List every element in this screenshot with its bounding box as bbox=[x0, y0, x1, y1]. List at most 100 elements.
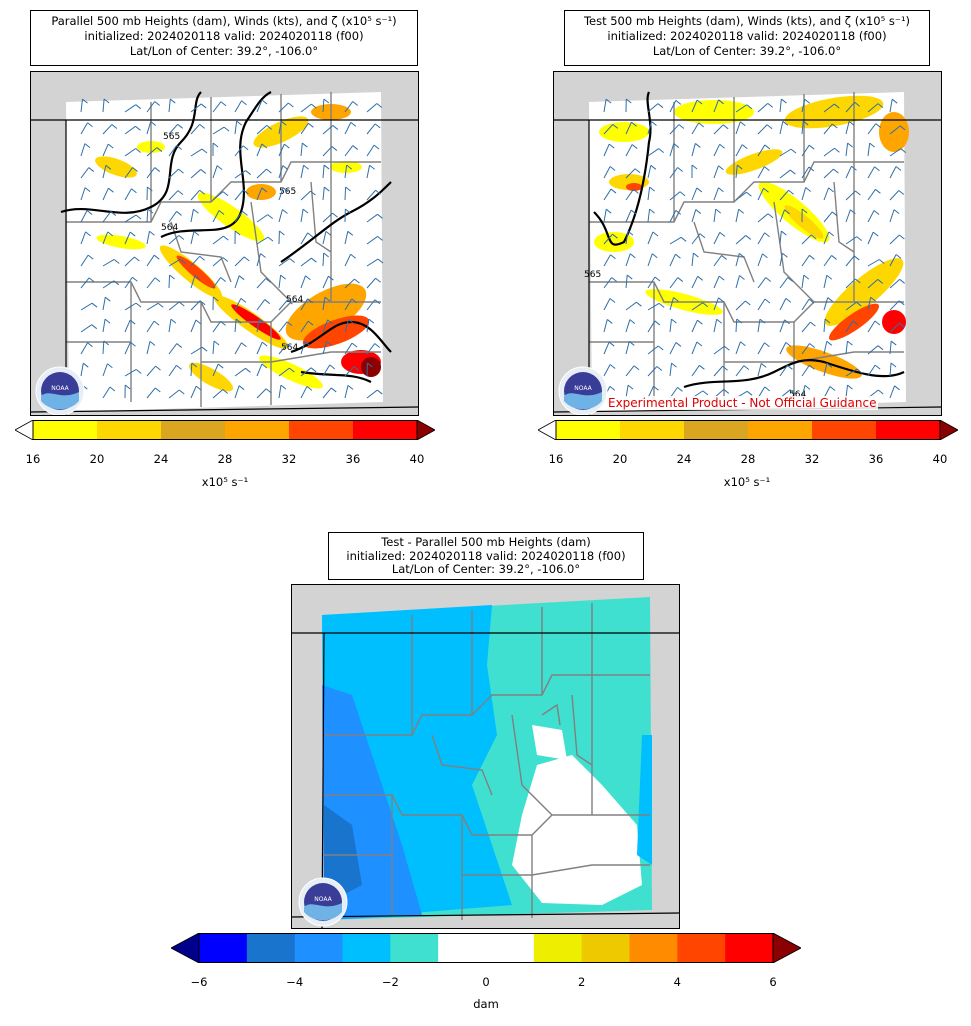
wind-barb bbox=[757, 253, 763, 267]
colorbar-swatch bbox=[556, 420, 621, 440]
colorbar-swatch bbox=[199, 933, 248, 963]
wind-barb bbox=[889, 385, 896, 399]
colorbar-swatch bbox=[225, 420, 290, 440]
wind-barb-flag bbox=[851, 165, 857, 171]
wind-barb bbox=[647, 187, 651, 201]
wind-barb-flag bbox=[218, 210, 225, 215]
wind-barb-flag bbox=[178, 301, 185, 307]
wind-barb-flag bbox=[657, 345, 664, 351]
wind-barb-flag bbox=[787, 277, 794, 282]
wind-barb bbox=[168, 365, 177, 377]
wind-barb bbox=[845, 165, 852, 179]
wind-barb bbox=[234, 367, 246, 377]
wind-barb-flag bbox=[746, 191, 752, 197]
wind-barb bbox=[124, 167, 134, 179]
wind-barb bbox=[344, 319, 350, 333]
wind-barb bbox=[366, 213, 378, 223]
wind-barb bbox=[823, 363, 828, 377]
wind-barb-flag bbox=[802, 120, 809, 126]
wind-barb-flag bbox=[129, 319, 136, 325]
colorbar-tick-label: 32 bbox=[281, 452, 297, 466]
colorbar-tick-label: 20 bbox=[612, 452, 628, 466]
wind-barb bbox=[669, 210, 677, 223]
wind-barb bbox=[647, 253, 653, 267]
wind-barb bbox=[124, 369, 137, 377]
wind-barb-flag bbox=[223, 235, 229, 241]
wind-barb bbox=[603, 319, 608, 333]
wind-barb bbox=[102, 187, 109, 201]
wind-barb-flag bbox=[176, 364, 182, 370]
wind-barb bbox=[823, 275, 828, 289]
wind-barb-flag bbox=[696, 341, 703, 347]
wind-barb bbox=[801, 321, 811, 333]
wind-barb bbox=[366, 103, 378, 113]
wind-barb bbox=[757, 363, 762, 377]
wind-barb bbox=[801, 364, 810, 377]
wind-barb-flag bbox=[890, 362, 897, 368]
wind-barb-flag bbox=[305, 275, 311, 281]
parallel-contour-label: 565 bbox=[163, 132, 180, 142]
wind-barb bbox=[867, 123, 877, 135]
wind-barb-flag bbox=[740, 341, 746, 347]
colorbar-swatch bbox=[486, 933, 535, 963]
wind-barb bbox=[212, 277, 222, 289]
wind-barb-flag bbox=[609, 166, 616, 171]
wind-barb bbox=[823, 297, 829, 311]
wind-barb-flag bbox=[826, 274, 833, 280]
wind-barb-flag bbox=[877, 103, 884, 109]
wind-barb bbox=[889, 278, 901, 289]
wind-barb-flag bbox=[328, 275, 334, 281]
wind-barb-flag bbox=[856, 301, 862, 307]
wind-barb-flag bbox=[367, 362, 373, 368]
wind-barb-flag bbox=[377, 236, 383, 241]
wind-barb-flag bbox=[739, 121, 746, 127]
wind-barb bbox=[102, 363, 108, 377]
test-height-contours bbox=[593, 91, 905, 389]
noaa-logo-text: NOAA bbox=[314, 896, 332, 903]
wind-barb-flag bbox=[267, 214, 274, 220]
wind-barb-flag bbox=[301, 142, 308, 148]
wind-barb bbox=[713, 275, 720, 289]
wind-barb-flag bbox=[609, 298, 616, 303]
wind-barb-flag bbox=[345, 186, 351, 192]
wind-barb bbox=[256, 187, 263, 201]
wind-barb bbox=[256, 319, 260, 333]
wind-barb-flag bbox=[741, 144, 748, 149]
wind-barb-flag bbox=[677, 167, 683, 172]
wind-barb bbox=[713, 255, 722, 267]
wind-barb-flag bbox=[147, 186, 153, 192]
wind-barb bbox=[124, 276, 133, 289]
wind-barb bbox=[256, 341, 263, 355]
wind-barb-flag bbox=[147, 208, 154, 214]
wind-barb-flag bbox=[245, 367, 251, 373]
wind-barb-flag bbox=[195, 385, 202, 391]
wind-barb bbox=[823, 147, 835, 157]
wind-barb bbox=[366, 343, 376, 355]
wind-barb-flag bbox=[723, 389, 730, 394]
wind-barb-flag bbox=[179, 258, 186, 264]
wind-barb bbox=[845, 368, 858, 377]
colorbar-tick-label: 40 bbox=[932, 452, 948, 466]
wind-barb bbox=[278, 299, 288, 311]
wind-barb-flag bbox=[286, 343, 293, 349]
wind-barb bbox=[190, 275, 196, 289]
wind-barb bbox=[190, 255, 201, 267]
wind-barb-flag bbox=[267, 236, 274, 242]
colorbar-tick-label: −4 bbox=[286, 975, 304, 989]
wind-barb bbox=[322, 212, 333, 223]
wind-barb bbox=[366, 319, 370, 333]
wind-barb-flag bbox=[169, 274, 175, 280]
wind-barb bbox=[867, 259, 880, 267]
wind-barb-flag bbox=[303, 164, 309, 170]
wind-barb bbox=[234, 385, 240, 399]
wind-barb bbox=[212, 257, 224, 267]
wind-barb bbox=[366, 258, 379, 267]
colorbar-frame bbox=[555, 420, 941, 440]
colorbar-tick-label: 20 bbox=[89, 452, 105, 466]
wind-barb-flag bbox=[222, 389, 229, 394]
wind-barb bbox=[713, 165, 719, 179]
wind-barb bbox=[867, 345, 879, 355]
wind-barb-flag bbox=[150, 121, 157, 126]
wind-barb-flag bbox=[374, 299, 381, 305]
wind-barb-flag bbox=[220, 101, 227, 107]
